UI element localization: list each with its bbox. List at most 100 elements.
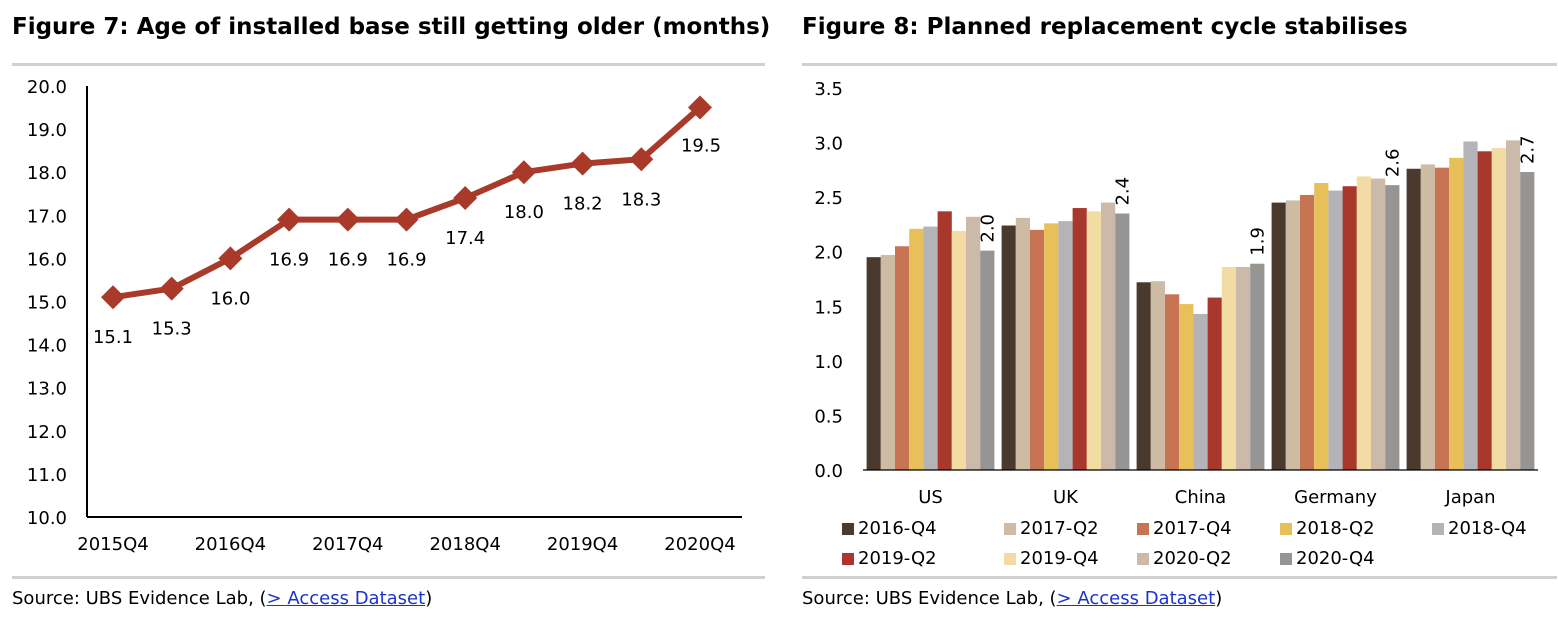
x-tick-label: 2016Q4 bbox=[195, 534, 266, 555]
y-tick-label: 20.0 bbox=[27, 77, 67, 98]
legend-item: 2018-Q2 bbox=[1280, 518, 1375, 539]
figure-7-bottom-rule bbox=[12, 576, 765, 579]
legend-item: 2016-Q4 bbox=[842, 518, 937, 539]
category-label: China bbox=[1175, 487, 1226, 508]
y-tick-label: 14.0 bbox=[27, 336, 67, 357]
bar bbox=[1271, 202, 1286, 470]
bar bbox=[1285, 200, 1300, 470]
legend-swatch bbox=[1280, 522, 1292, 535]
y-tick-label: 16.0 bbox=[27, 249, 67, 270]
bar bbox=[895, 246, 910, 470]
data-label: 16.9 bbox=[328, 250, 368, 271]
figure-8-top-rule bbox=[802, 63, 1557, 66]
data-label: 18.3 bbox=[621, 189, 661, 210]
bar bbox=[909, 228, 924, 470]
bar bbox=[1236, 266, 1251, 470]
data-point-marker bbox=[277, 207, 302, 232]
bar bbox=[1193, 313, 1208, 470]
data-point-marker bbox=[394, 207, 419, 232]
data-point-marker bbox=[570, 151, 595, 176]
bar bbox=[1520, 172, 1535, 470]
y-tick-label: 11.0 bbox=[27, 465, 67, 486]
bar bbox=[1250, 263, 1265, 470]
legend-swatch bbox=[1004, 552, 1016, 565]
legend-label: 2019-Q4 bbox=[1020, 548, 1099, 569]
data-label: 2.0 bbox=[977, 214, 998, 243]
legend-item: 2020-Q4 bbox=[1280, 548, 1375, 569]
legend-item: 2019-Q2 bbox=[842, 548, 937, 569]
bar bbox=[1356, 176, 1371, 471]
y-tick-label: 2.0 bbox=[814, 243, 843, 264]
figure-8-access-dataset-link[interactable]: > Access Dataset bbox=[1056, 588, 1216, 609]
figure-7-line-chart: 10.0 11.0 12.0 13.0 14.0 15.0 16.0 17.0 18.0 19.0… bbox=[27, 77, 742, 555]
legend-label: 2019-Q2 bbox=[858, 548, 937, 569]
bar bbox=[1030, 229, 1045, 470]
data-label: 18.2 bbox=[563, 194, 603, 215]
bar bbox=[980, 250, 995, 470]
figure-8-bar-chart: 0.0 0.5 1.0 1.5 2.0 2.5 3.0 3.5 2.0 US 2.4 UK 1.9 Chi… bbox=[814, 79, 1538, 508]
data-label: 16.0 bbox=[210, 288, 250, 309]
data-label: 19.5 bbox=[681, 136, 721, 157]
legend-item: 2019-Q4 bbox=[1004, 548, 1099, 569]
y-tick-label: 18.0 bbox=[27, 163, 67, 184]
x-tick-label: 2015Q4 bbox=[77, 534, 148, 555]
data-label: 2.4 bbox=[1112, 177, 1133, 206]
y-tick-label: 15.0 bbox=[27, 293, 67, 314]
category-label: Japan bbox=[1444, 487, 1495, 508]
bar bbox=[880, 254, 895, 470]
legend-label: 2018-Q2 bbox=[1296, 518, 1375, 539]
data-label: 17.4 bbox=[445, 228, 485, 249]
bar bbox=[1015, 217, 1030, 470]
bar bbox=[1477, 151, 1492, 470]
data-point-marker bbox=[335, 207, 360, 232]
legend-swatch bbox=[1137, 552, 1149, 565]
figure-8-title: Figure 8: Planned replacement cycle stab… bbox=[802, 14, 1408, 40]
data-label: 16.9 bbox=[386, 250, 426, 271]
data-point-marker bbox=[511, 160, 536, 185]
bar bbox=[1101, 202, 1116, 470]
legend-label: 2016-Q4 bbox=[858, 518, 937, 539]
bar bbox=[1463, 141, 1478, 470]
data-label: 16.9 bbox=[269, 250, 309, 271]
legend-swatch bbox=[1280, 552, 1292, 565]
y-tick-label: 3.5 bbox=[814, 79, 843, 100]
figure-8-bottom-rule bbox=[802, 576, 1557, 579]
figure-8-source-text: Source: UBS Evidence Lab, ( bbox=[802, 588, 1057, 609]
data-label: 15.3 bbox=[152, 319, 192, 340]
legend-label: 2017-Q4 bbox=[1153, 518, 1232, 539]
figure-7-source: Source: UBS Evidence Lab, (> Access Data… bbox=[12, 588, 432, 609]
legend-swatch bbox=[1432, 522, 1444, 535]
y-tick-label: 13.0 bbox=[27, 379, 67, 400]
bar bbox=[937, 211, 952, 470]
bar bbox=[1001, 225, 1016, 470]
y-tick-label: 17.0 bbox=[27, 206, 67, 227]
x-tick-label: 2020Q4 bbox=[664, 534, 735, 555]
bar bbox=[923, 226, 938, 470]
figure-8-source: Source: UBS Evidence Lab, (> Access Data… bbox=[802, 588, 1222, 609]
bar bbox=[1506, 140, 1521, 470]
y-tick-label: 2.5 bbox=[814, 188, 843, 209]
bar bbox=[1179, 304, 1194, 470]
x-tick-label: 2019Q4 bbox=[547, 534, 618, 555]
bar bbox=[1314, 182, 1329, 470]
bar bbox=[1449, 157, 1464, 470]
figure-7-top-rule bbox=[12, 63, 765, 66]
bar bbox=[1342, 186, 1357, 470]
y-tick-label: 19.0 bbox=[27, 120, 67, 141]
data-point-marker bbox=[101, 285, 125, 310]
bar bbox=[1150, 281, 1165, 470]
legend-swatch bbox=[1137, 522, 1149, 535]
bar bbox=[1058, 221, 1073, 470]
bar bbox=[1086, 211, 1101, 470]
bar bbox=[966, 216, 981, 470]
legend-item: 2018-Q4 bbox=[1432, 518, 1527, 539]
legend-item: 2017-Q4 bbox=[1137, 518, 1232, 539]
bar bbox=[1165, 294, 1180, 470]
legend-swatch bbox=[842, 552, 854, 565]
figure-7-access-dataset-link[interactable]: > Access Dataset bbox=[266, 588, 426, 609]
legend-swatch bbox=[842, 522, 854, 535]
y-tick-label: 1.0 bbox=[814, 352, 843, 373]
bar bbox=[1385, 185, 1400, 470]
data-point-marker bbox=[453, 186, 478, 211]
data-point-marker bbox=[629, 147, 654, 172]
